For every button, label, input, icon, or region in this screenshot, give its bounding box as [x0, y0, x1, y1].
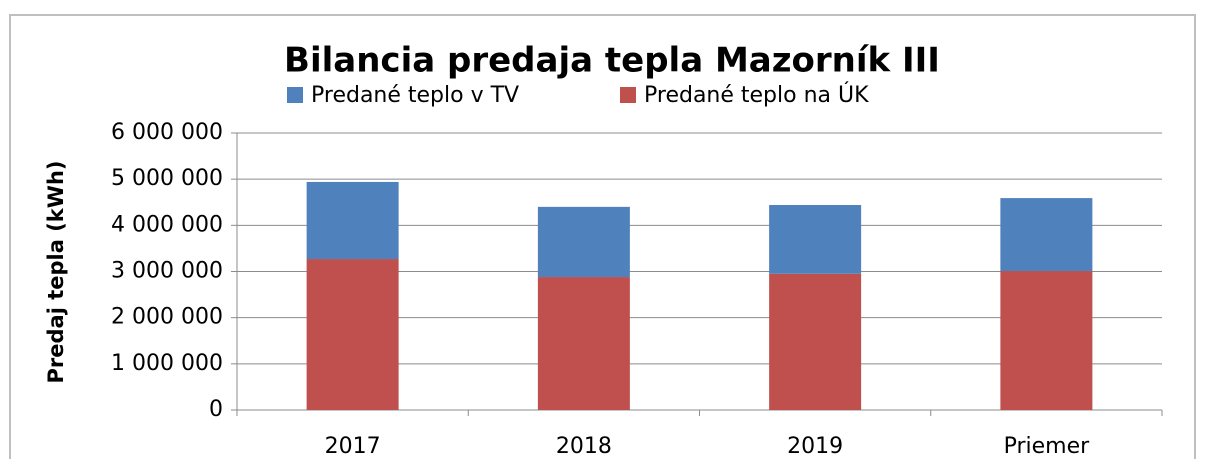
y-axis-label: Predaj tepla (kWh): [44, 161, 68, 384]
x-tick-label: 2019: [787, 434, 843, 459]
x-tick-label: 2018: [556, 434, 612, 459]
bar-segment: [306, 259, 399, 410]
legend-swatch: [287, 87, 303, 103]
legend-label: Predané teplo v TV: [311, 83, 519, 108]
y-tick-label: 3 000 000: [111, 259, 223, 284]
bar-segment: [769, 205, 862, 274]
y-tick-label: 4 000 000: [111, 212, 223, 237]
y-tick-label: 0: [209, 397, 223, 422]
bar-segment: [1000, 198, 1093, 272]
x-tick-label: 2017: [325, 434, 381, 459]
bar-segment: [537, 206, 630, 278]
y-tick-label: 2 000 000: [111, 305, 223, 330]
x-tick-label: Priemer: [1004, 434, 1091, 459]
bar-segment: [769, 273, 862, 410]
y-tick-label: 5 000 000: [111, 166, 223, 191]
chart-title: Bilancia predaja tepla Mazorník III: [284, 41, 940, 81]
y-tick-label: 1 000 000: [111, 351, 223, 376]
y-tick-label: 6 000 000: [111, 120, 223, 145]
legend-swatch: [620, 87, 636, 103]
bar-segment: [306, 181, 399, 260]
bar-segment: [537, 277, 630, 410]
legend-label: Predané teplo na ÚK: [644, 82, 869, 108]
bar-segment: [1000, 271, 1093, 410]
